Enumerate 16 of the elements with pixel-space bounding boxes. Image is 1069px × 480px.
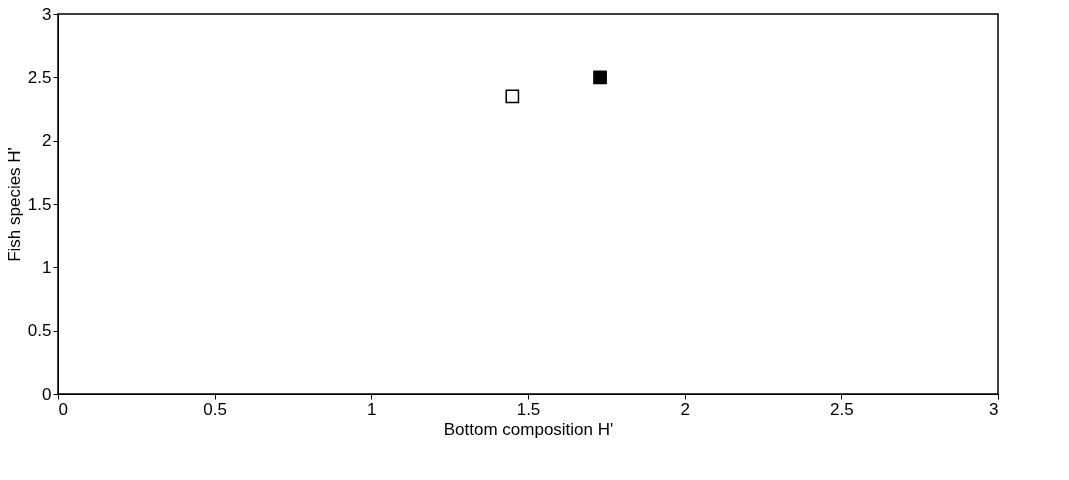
x-tick-label: 2.5 — [830, 399, 854, 419]
x-tick-label: 2 — [680, 399, 690, 419]
x-tick-label: 0 — [58, 399, 68, 419]
x-tick-label: 1.5 — [516, 399, 541, 419]
x-tick-label: 0.5 — [203, 399, 227, 419]
y-tick-label: 2 — [42, 131, 52, 151]
y-tick-label: 2.5 — [27, 67, 52, 87]
x-axis-title: Bottom composition H' — [443, 419, 614, 439]
y-tick-label: 3 — [42, 4, 52, 24]
y-tick-label: 1 — [42, 257, 52, 277]
y-axis-title: Fish species H' — [4, 147, 24, 262]
y-tick-label: 0 — [42, 384, 52, 404]
x-tick-label: 1 — [367, 399, 377, 419]
y-tick-label: 0.5 — [27, 321, 52, 341]
y-tick-label: 1.5 — [27, 194, 52, 214]
x-tick-label: 3 — [989, 399, 999, 419]
